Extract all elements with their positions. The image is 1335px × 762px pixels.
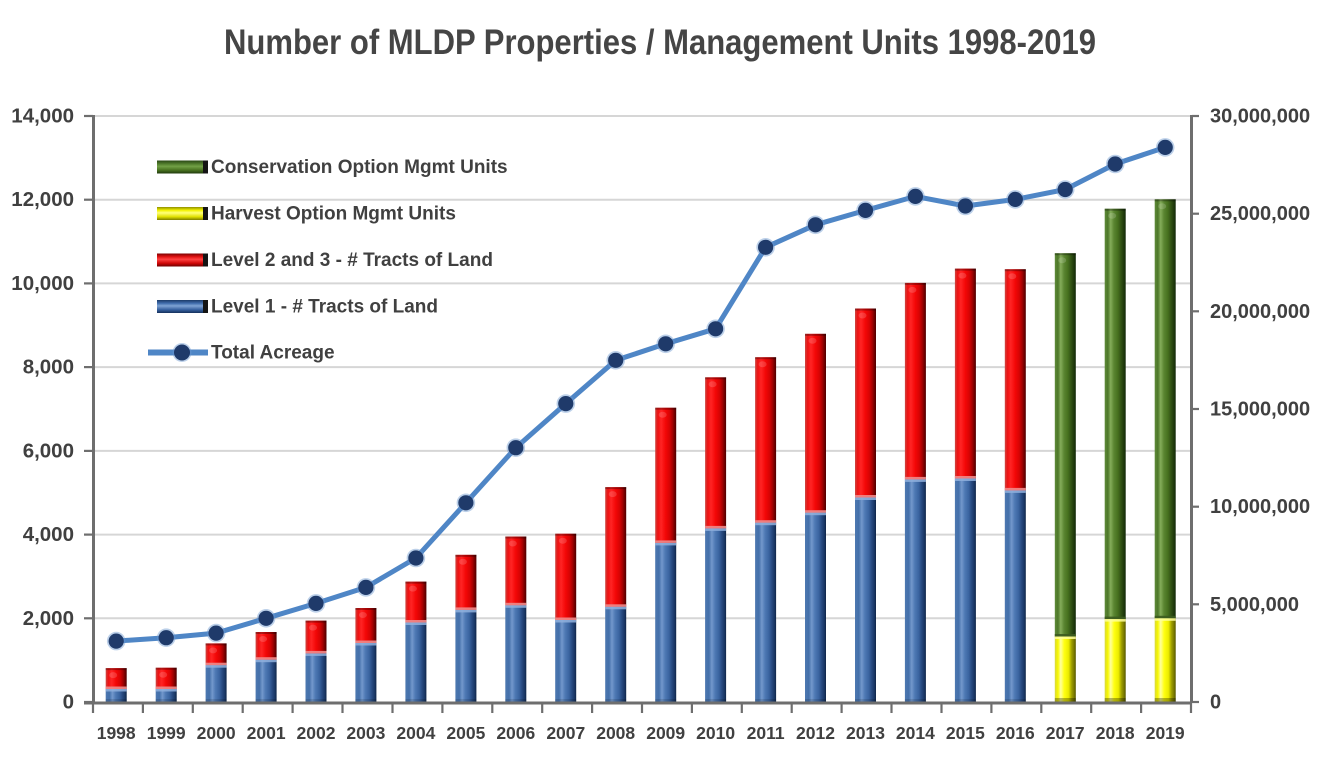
svg-text:2017: 2017 bbox=[1046, 723, 1085, 743]
svg-text:Number of MLDP Properties / Ma: Number of MLDP Properties / Management U… bbox=[224, 23, 1096, 62]
svg-text:2010: 2010 bbox=[696, 723, 735, 743]
svg-text:10,000: 10,000 bbox=[11, 272, 74, 295]
svg-text:20,000,000: 20,000,000 bbox=[1210, 301, 1310, 323]
svg-text:Level 2 and 3 - # Tracts of La: Level 2 and 3 - # Tracts of Land bbox=[211, 250, 493, 271]
svg-text:25,000,000: 25,000,000 bbox=[1210, 203, 1310, 225]
svg-text:2005: 2005 bbox=[446, 723, 485, 743]
svg-text:0: 0 bbox=[1210, 692, 1221, 714]
svg-text:2001: 2001 bbox=[247, 723, 286, 743]
svg-text:2012: 2012 bbox=[796, 723, 835, 743]
svg-text:14,000: 14,000 bbox=[11, 105, 74, 128]
svg-text:1999: 1999 bbox=[147, 723, 186, 743]
svg-text:2,000: 2,000 bbox=[23, 607, 74, 630]
svg-text:8,000: 8,000 bbox=[23, 356, 74, 379]
svg-text:2006: 2006 bbox=[496, 723, 535, 743]
svg-text:2009: 2009 bbox=[646, 723, 685, 743]
svg-text:2003: 2003 bbox=[346, 723, 385, 743]
svg-text:30,000,000: 30,000,000 bbox=[1210, 106, 1310, 128]
svg-text:2007: 2007 bbox=[546, 723, 585, 743]
svg-text:10,000,000: 10,000,000 bbox=[1210, 496, 1310, 518]
svg-text:15,000,000: 15,000,000 bbox=[1210, 399, 1310, 421]
svg-text:2016: 2016 bbox=[996, 723, 1035, 743]
svg-text:1998: 1998 bbox=[97, 723, 136, 743]
svg-text:2000: 2000 bbox=[197, 723, 236, 743]
svg-text:2014: 2014 bbox=[896, 723, 935, 743]
svg-text:Total Acreage: Total Acreage bbox=[211, 343, 335, 364]
svg-text:0: 0 bbox=[63, 691, 74, 714]
svg-text:6,000: 6,000 bbox=[23, 439, 74, 462]
svg-text:Level 1 - # Tracts of Land: Level 1 - # Tracts of Land bbox=[211, 297, 438, 318]
svg-text:Harvest Option Mgmt Units: Harvest Option Mgmt Units bbox=[211, 204, 456, 225]
svg-text:12,000: 12,000 bbox=[11, 188, 74, 211]
svg-text:2011: 2011 bbox=[747, 723, 785, 743]
svg-text:2013: 2013 bbox=[846, 723, 885, 743]
svg-text:2004: 2004 bbox=[396, 723, 435, 743]
svg-text:2008: 2008 bbox=[596, 723, 635, 743]
svg-text:5,000,000: 5,000,000 bbox=[1210, 594, 1299, 616]
svg-text:2015: 2015 bbox=[946, 723, 985, 743]
svg-text:4,000: 4,000 bbox=[23, 523, 74, 546]
svg-text:Conservation Option Mgmt Units: Conservation Option Mgmt Units bbox=[211, 157, 508, 178]
svg-text:2019: 2019 bbox=[1146, 723, 1185, 743]
svg-text:2018: 2018 bbox=[1096, 723, 1135, 743]
svg-text:2002: 2002 bbox=[297, 723, 336, 743]
